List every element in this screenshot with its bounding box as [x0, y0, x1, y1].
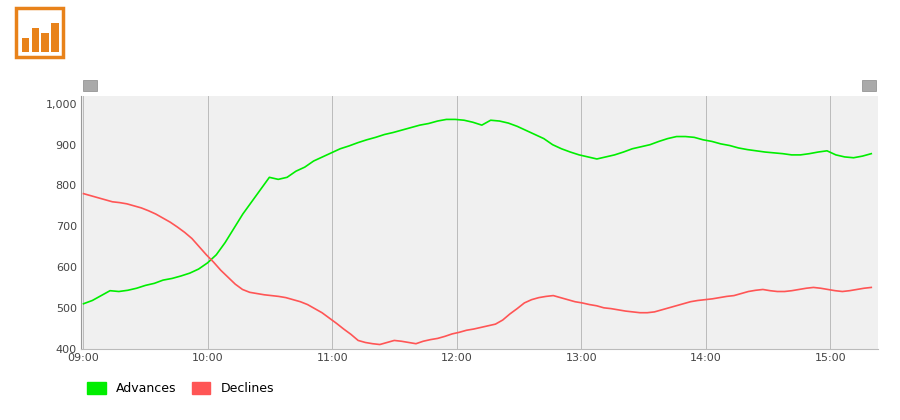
Legend: Advances, Declines: Advances, Declines: [87, 382, 274, 395]
Bar: [22, 38, 29, 52]
Text: Live IntraDay NSE Advance and Decline Ratio Chart: Live IntraDay NSE Advance and Decline Ra…: [74, 23, 678, 42]
FancyBboxPatch shape: [861, 80, 876, 91]
Bar: [51, 23, 59, 52]
Bar: [32, 28, 39, 52]
FancyBboxPatch shape: [83, 80, 97, 91]
Bar: [41, 33, 49, 52]
